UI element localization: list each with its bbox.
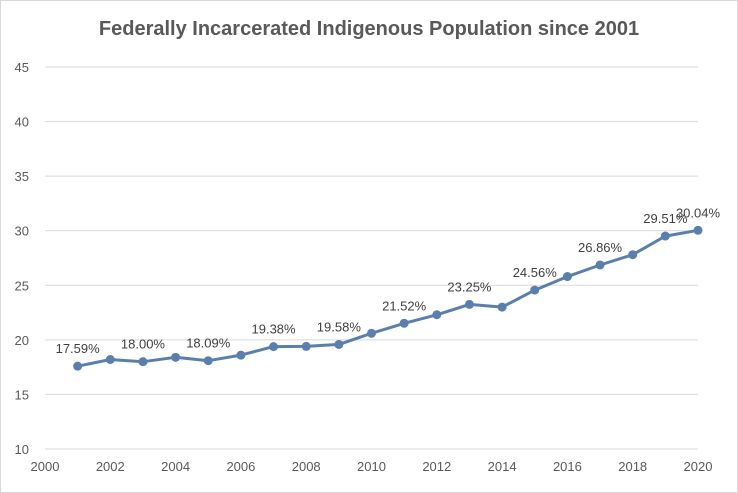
data-point-2004 <box>171 352 181 362</box>
y-tick-label: 35 <box>15 169 29 184</box>
y-tick-label: 15 <box>15 387 29 402</box>
data-label-2009: 19.58% <box>317 319 362 334</box>
data-label-2003: 18.00% <box>121 337 166 352</box>
data-point-2005 <box>203 356 213 366</box>
data-label-2017: 26.86% <box>578 240 623 255</box>
data-point-2002 <box>105 355 115 365</box>
data-point-2003 <box>138 357 148 367</box>
data-point-2009 <box>334 339 344 349</box>
data-point-2014 <box>497 302 507 312</box>
data-point-2010 <box>367 328 376 338</box>
data-point-2019 <box>660 231 670 241</box>
data-label-2007: 19.38% <box>252 322 297 337</box>
data-point-2012 <box>432 310 442 320</box>
data-label-2011: 21.52% <box>382 298 427 313</box>
data-point-2001 <box>73 361 83 371</box>
x-tick-label: 2010 <box>357 459 386 474</box>
y-tick-label: 30 <box>15 224 29 239</box>
x-tick-label: 2020 <box>684 459 713 474</box>
series-polyline <box>77 228 699 368</box>
y-tick-label: 20 <box>15 333 29 348</box>
y-tick-label: 25 <box>15 278 29 293</box>
x-tick-label: 2012 <box>422 459 451 474</box>
y-tick-label: 45 <box>15 60 29 75</box>
y-axis-ticks: 10 15 20 25 30 35 40 45 <box>15 60 29 457</box>
data-points <box>73 225 703 371</box>
data-label-2013: 23.25% <box>447 279 492 294</box>
chart-title: Federally Incarcerated Indigenous Popula… <box>98 18 640 40</box>
y-tick-label: 10 <box>15 442 29 457</box>
x-tick-label: 2014 <box>488 459 517 474</box>
data-label-2001: 17.59% <box>56 341 101 356</box>
x-tick-label: 2016 <box>553 459 582 474</box>
data-label-2015: 24.56% <box>513 265 558 280</box>
x-tick-label: 2008 <box>292 459 321 474</box>
data-point-2020 <box>693 225 703 235</box>
data-point-2011 <box>399 318 409 328</box>
data-point-2013 <box>464 299 474 309</box>
data-point-2006 <box>236 350 246 360</box>
x-tick-label: 2004 <box>161 459 190 474</box>
y-tick-label: 40 <box>15 115 29 130</box>
x-tick-label: 2002 <box>96 459 125 474</box>
data-point-2015 <box>530 285 540 295</box>
series-line <box>77 228 699 368</box>
data-label-2019: 29.51% <box>643 211 688 226</box>
data-label-2005: 18.09% <box>186 336 231 351</box>
x-axis-ticks: 2000 2002 2004 2006 2008 2010 2012 2014 2016 2018… <box>31 459 713 474</box>
x-tick-label: 2000 <box>31 459 60 474</box>
gridlines <box>45 66 698 450</box>
data-point-2017 <box>595 260 605 270</box>
x-tick-label: 2006 <box>226 459 255 474</box>
data-point-2007 <box>269 342 279 352</box>
data-point-2016 <box>562 272 572 282</box>
data-labels: 17.59% 18.00% 18.09% 19.38% 19.58% 21.52% 23.2… <box>56 205 721 356</box>
data-point-2018 <box>628 250 638 260</box>
data-label-2020: 30.04% <box>676 205 721 220</box>
data-point-2008 <box>301 341 311 351</box>
x-tick-label: 2018 <box>618 459 647 474</box>
